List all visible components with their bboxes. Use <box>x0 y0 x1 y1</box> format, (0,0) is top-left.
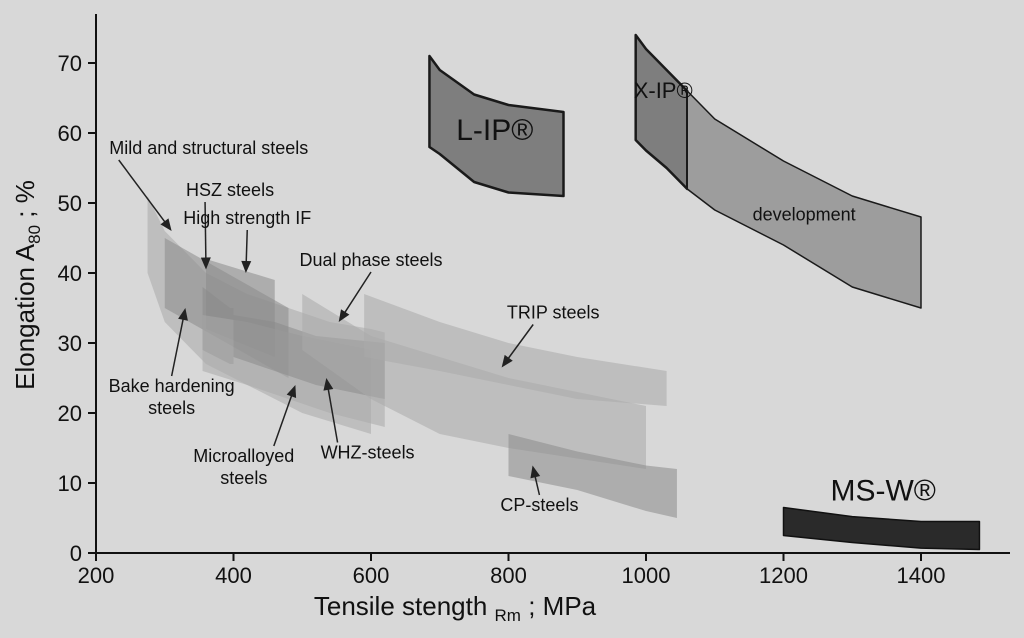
annotation-label: High strength IF <box>183 208 311 228</box>
y-tick-label: 60 <box>58 121 82 146</box>
x-tick-label: 800 <box>490 563 527 588</box>
region-label-ms-w: MS-W® <box>830 475 935 508</box>
y-tick-label: 20 <box>58 401 82 426</box>
annotation-label: CP-steels <box>500 495 578 515</box>
band-development <box>686 90 922 309</box>
annotation-arrow-line <box>505 324 534 362</box>
annotation-arrow-line <box>204 201 207 262</box>
y-tick-label: 0 <box>70 541 82 566</box>
annotation-label: WHZ-steels <box>321 443 415 463</box>
y-tick-label: 40 <box>58 261 82 286</box>
annotation-arrow-head <box>323 378 334 391</box>
axes: 200 400 600 800 1000 1200 1400 0 10 20 30 40 50 60 70 <box>58 14 1010 588</box>
region-label-x-ip: X-IP® <box>634 78 693 103</box>
annotation-arrow-line <box>245 229 248 266</box>
annotation-arrow-head <box>338 309 350 322</box>
annotation-arrow-head <box>530 465 541 479</box>
y-tick-label: 30 <box>58 331 82 356</box>
annotation-label: Mild and structural steels <box>109 138 308 158</box>
annotation-arrow-head <box>200 257 211 270</box>
annotation-cp: CP-steels <box>500 465 578 515</box>
annotation-label: Bake hardening steels <box>109 376 235 418</box>
y-tick-label: 10 <box>58 471 82 496</box>
band-l-ip <box>428 54 565 198</box>
annotation-arrow-line <box>118 159 168 226</box>
annotation-label: TRIP steels <box>507 303 600 323</box>
annotation-hsz: HSZ steels <box>186 180 274 270</box>
annotation-label: HSZ steels <box>186 180 274 200</box>
x-tick-label: 600 <box>353 563 390 588</box>
y-axis-title: Elongation A80 ; % <box>10 180 44 390</box>
region-label-development: development <box>753 205 856 225</box>
band-ms-w <box>782 506 981 551</box>
annotation-arrow-line <box>326 385 339 443</box>
annotation-dual: Dual phase steels <box>299 250 443 322</box>
x-tick-label: 1400 <box>897 563 946 588</box>
annotation-arrow-head <box>286 385 297 398</box>
annotations: Mild and structural steels HSZ steels High… <box>109 138 600 515</box>
annotation-whz: WHZ-steels <box>321 378 415 463</box>
y-tick-label: 50 <box>58 191 82 216</box>
region-label-l-ip: L-IP® <box>456 114 533 147</box>
annotation-hsif: High strength IF <box>183 208 311 273</box>
annotation-trip: TRIP steels <box>501 303 600 368</box>
band-cp-steels <box>508 434 677 518</box>
annotation-bake: Bake hardening steels <box>109 308 235 418</box>
y-tick-label: 70 <box>58 51 82 76</box>
annotation-arrow-head <box>178 308 188 321</box>
x-axis-title: Tensile stength Rm ; MPa <box>314 591 597 625</box>
region-labels: L-IP® X-IP® development MS-W® <box>456 78 936 508</box>
x-tick-label: 400 <box>215 563 252 588</box>
x-tick-label: 200 <box>78 563 115 588</box>
annotation-arrow-line <box>170 315 185 377</box>
x-tick-label: 1200 <box>759 563 808 588</box>
annotation-arrow-head <box>160 218 172 231</box>
annotation-micro: Microalloyed steels <box>193 385 297 488</box>
x-tick-label: 1000 <box>622 563 671 588</box>
annotation-mild: Mild and structural steels <box>109 138 308 231</box>
annotation-label: Microalloyed steels <box>193 446 294 488</box>
annotation-label: Dual phase steels <box>299 250 442 270</box>
band-dual-phase-steels <box>302 294 646 469</box>
annotation-arrow-head <box>241 260 252 273</box>
annotation-arrow-line <box>342 271 372 316</box>
annotation-arrow-head <box>501 354 513 368</box>
annotation-arrow-line <box>273 392 294 447</box>
